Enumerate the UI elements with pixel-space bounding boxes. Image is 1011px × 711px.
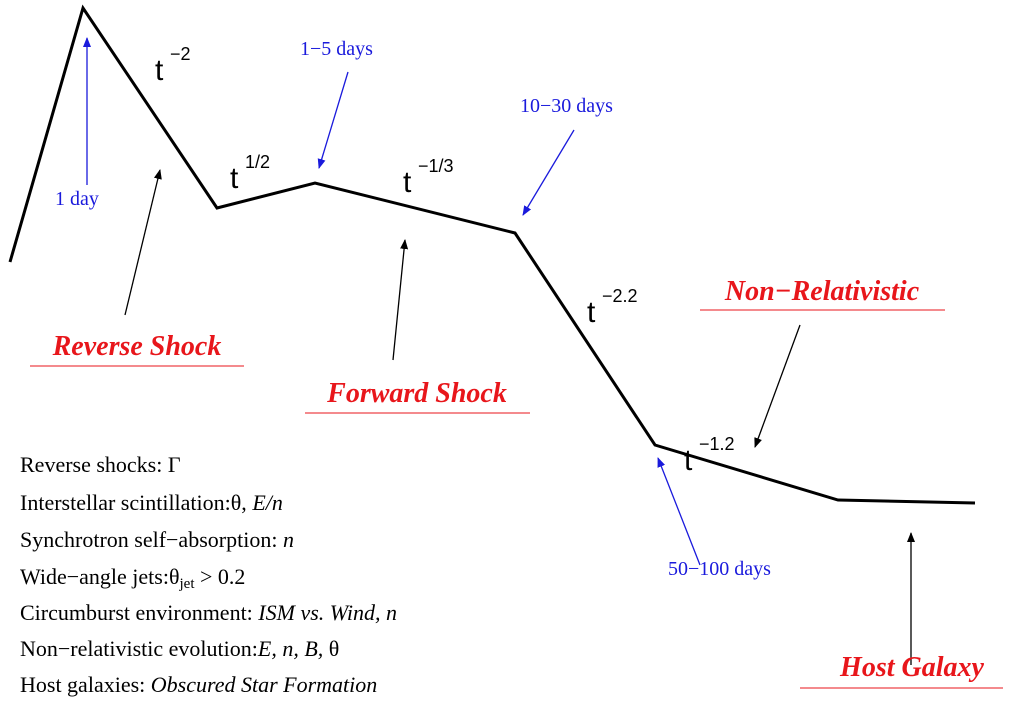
probe-line: Synchrotron self−absorption: n bbox=[20, 527, 294, 552]
probe-line: Wide−angle jets:θjet > 0.2 bbox=[20, 564, 245, 592]
power-law-base: t bbox=[587, 296, 596, 329]
probe-segment: Γ bbox=[168, 452, 181, 477]
power-law-exponent: −1/3 bbox=[418, 156, 454, 176]
underlines bbox=[30, 309, 1003, 689]
probe-line: Host galaxies: Obscured Star Formation bbox=[20, 672, 377, 697]
power-law-base: t bbox=[155, 54, 164, 87]
probe-segment: Wide−angle jets:θ bbox=[20, 564, 180, 589]
probe-line: Reverse shocks: Γ bbox=[20, 452, 181, 477]
power-law-base: t bbox=[403, 166, 412, 199]
phase-label: Host Galaxy bbox=[839, 652, 984, 683]
phase-label: Reverse Shock bbox=[52, 331, 222, 362]
probe-segment: Host galaxies: bbox=[20, 672, 151, 697]
probe-segment: E, n, B, bbox=[257, 636, 323, 661]
power-law-exponent: −1.2 bbox=[699, 434, 735, 454]
blue-arrows bbox=[83, 37, 701, 566]
probe-line: Interstellar scintillation:θ, E/n bbox=[20, 490, 283, 515]
power-law-exponent: −2.2 bbox=[602, 286, 638, 306]
probe-segment: Reverse shocks: bbox=[20, 452, 168, 477]
black-arrows bbox=[124, 169, 915, 665]
probe-line: Non−relativistic evolution:E, n, B, θ bbox=[20, 636, 339, 661]
light-curve bbox=[8, 4, 976, 505]
probe-line: Circumburst environment: ISM vs. Wind, n bbox=[20, 600, 397, 625]
probe-segment: E/n bbox=[251, 490, 283, 515]
probe-segment: Synchrotron self−absorption: bbox=[20, 527, 283, 552]
probe-segment: > 0.2 bbox=[195, 564, 246, 589]
power-law-base: t bbox=[684, 444, 693, 477]
probe-segment: ISM vs. Wind, n bbox=[257, 600, 397, 625]
time-label: 10−30 days bbox=[520, 95, 613, 117]
probe-segment: θ bbox=[323, 636, 339, 661]
probe-segment: jet bbox=[179, 576, 196, 592]
probe-segment: n bbox=[283, 527, 294, 552]
phase-label: Forward Shock bbox=[326, 378, 507, 409]
power-law-exponent: −2 bbox=[170, 44, 191, 64]
time-label: 50−100 days bbox=[668, 558, 771, 580]
time-label: 1 day bbox=[55, 188, 99, 210]
time-label: 1−5 days bbox=[300, 38, 373, 60]
probe-segment: Obscured Star Formation bbox=[151, 672, 378, 697]
power-law-base: t bbox=[230, 162, 239, 195]
probe-segment: Non−relativistic evolution: bbox=[20, 636, 258, 661]
power-law-exponent: 1/2 bbox=[245, 152, 270, 172]
phase-label: Non−Relativistic bbox=[724, 276, 920, 307]
probe-segment: Circumburst environment: bbox=[20, 600, 258, 625]
probe-segment: Interstellar scintillation:θ, bbox=[20, 490, 252, 515]
